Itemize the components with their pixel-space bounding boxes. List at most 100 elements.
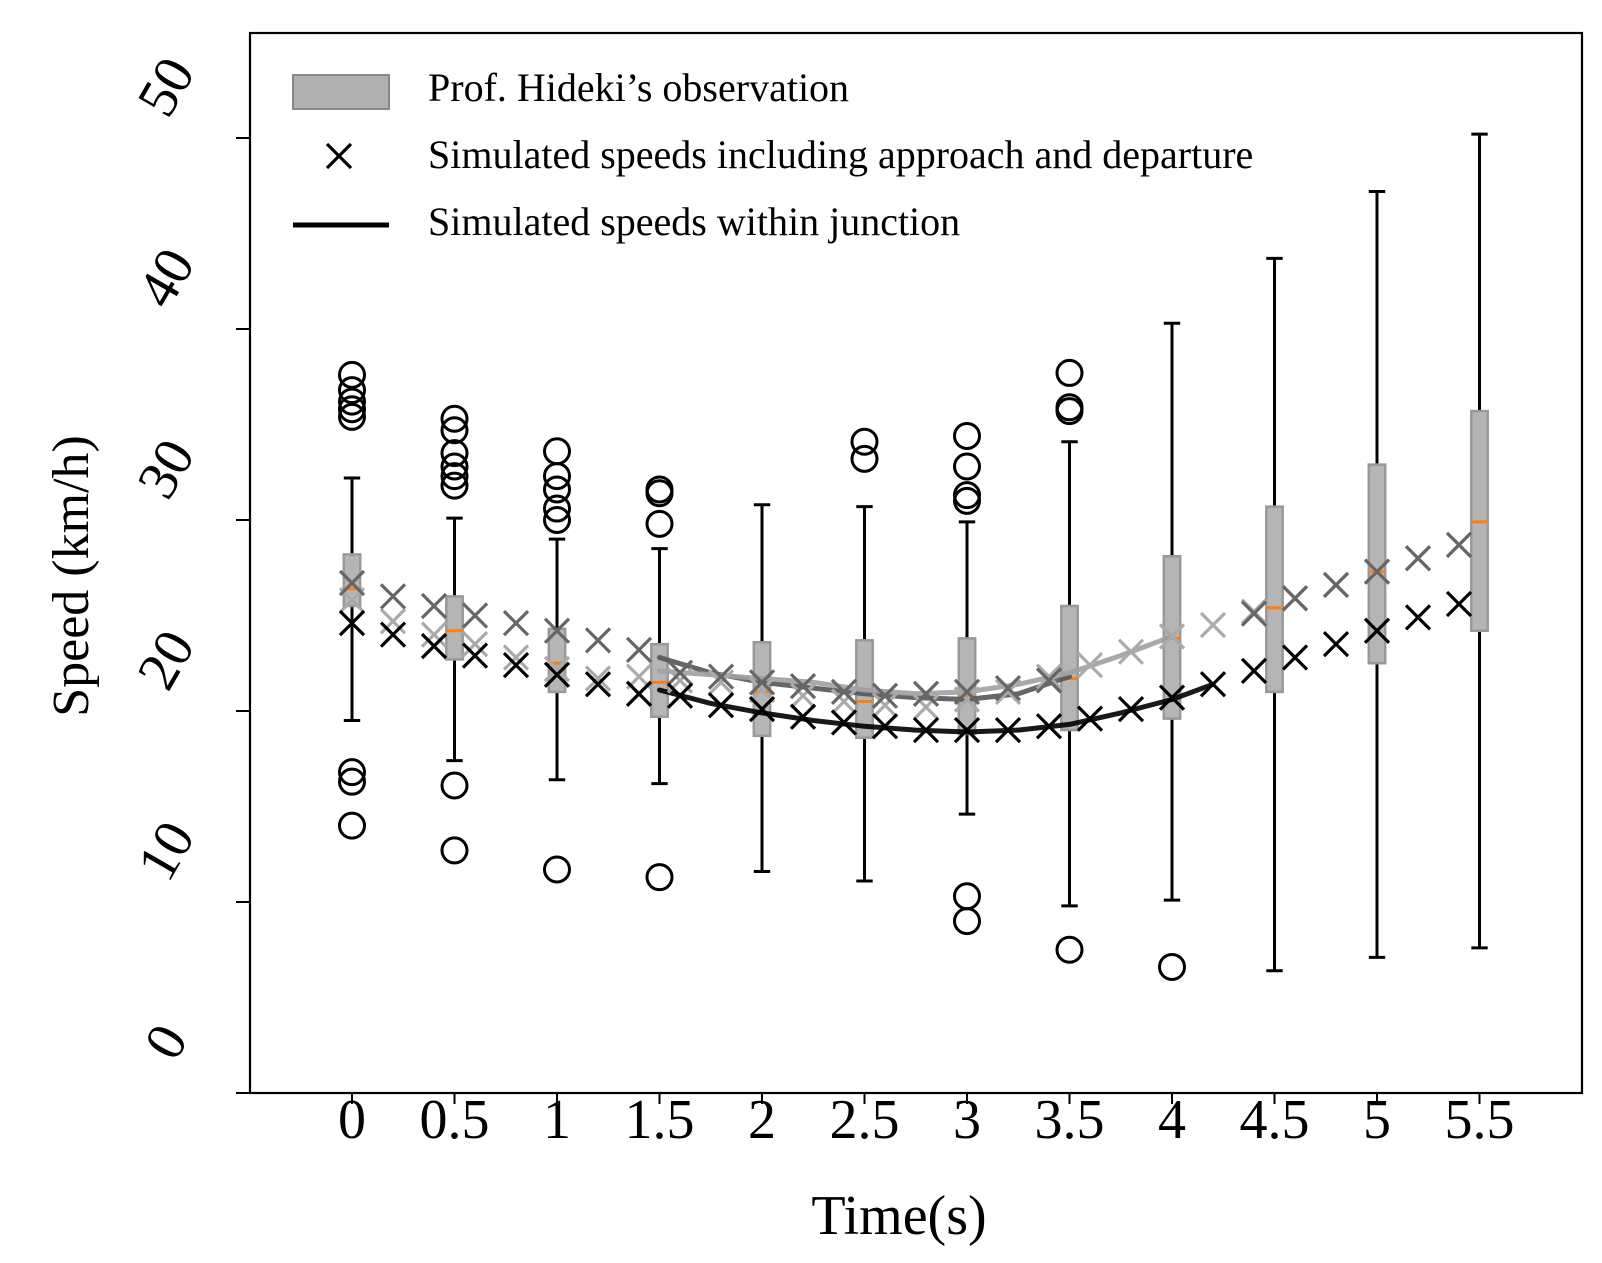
x-marker bbox=[912, 694, 940, 721]
x-marker bbox=[338, 569, 366, 597]
x-marker bbox=[707, 663, 735, 690]
legend: Prof. Hideki’s observation Simulated spe… bbox=[292, 65, 1253, 244]
outlier-point bbox=[1055, 397, 1084, 426]
x-tick-label: 2.5 bbox=[830, 1089, 900, 1151]
x-marker bbox=[625, 636, 653, 664]
x-marker bbox=[1404, 604, 1432, 631]
x-marker bbox=[1035, 667, 1063, 694]
x-marker bbox=[1117, 638, 1145, 665]
x-tick-label: 3.5 bbox=[1035, 1089, 1105, 1151]
legend-label-observation: Prof. Hideki’s observation bbox=[428, 65, 849, 110]
x-marker bbox=[1363, 617, 1391, 644]
y-tick-label: 30 bbox=[126, 429, 208, 508]
x-marker bbox=[994, 678, 1022, 706]
x-marker bbox=[1445, 531, 1473, 558]
x-marker bbox=[666, 682, 694, 709]
x-marker bbox=[871, 682, 899, 709]
y-axis-label: Speed (km/h) bbox=[43, 435, 100, 717]
x-tick-label: 1.5 bbox=[625, 1089, 695, 1151]
observation-box-9 bbox=[1265, 505, 1284, 694]
x-marker bbox=[584, 627, 612, 654]
x-marker bbox=[1035, 713, 1063, 740]
x-marker bbox=[748, 676, 776, 704]
outlier-point bbox=[645, 479, 674, 508]
x-marker bbox=[502, 644, 530, 671]
x-marker bbox=[379, 583, 407, 610]
x-marker bbox=[1076, 652, 1104, 679]
outlier-point bbox=[543, 475, 571, 504]
x-marker bbox=[994, 716, 1022, 744]
outlier-point bbox=[338, 376, 366, 405]
legend-box-swatch bbox=[292, 74, 390, 110]
outliers bbox=[338, 358, 1186, 981]
x-marker bbox=[461, 631, 489, 658]
outlier-point bbox=[440, 462, 469, 491]
x-marker bbox=[502, 652, 530, 679]
outlier-point bbox=[440, 471, 469, 500]
x-marker bbox=[1322, 571, 1350, 599]
outlier-point bbox=[440, 836, 469, 865]
outlier-point bbox=[338, 387, 366, 416]
x-marker bbox=[461, 642, 489, 669]
x-marker bbox=[830, 709, 858, 736]
x-tick-label: 5.5 bbox=[1445, 1089, 1515, 1151]
x-marker bbox=[666, 659, 694, 686]
y-tick-label: 50 bbox=[126, 47, 208, 126]
x-marker bbox=[830, 688, 858, 715]
x-tick-label: 4 bbox=[1158, 1089, 1186, 1151]
observation-boxes bbox=[342, 132, 1489, 973]
outlier-point bbox=[543, 855, 571, 884]
x-marker bbox=[871, 713, 899, 740]
x-marker bbox=[1158, 623, 1186, 650]
outlier-point bbox=[1055, 935, 1084, 964]
plot-frame bbox=[248, 31, 1584, 1095]
x-marker bbox=[748, 669, 776, 696]
x-marker bbox=[1281, 585, 1309, 612]
x-marker bbox=[379, 608, 407, 635]
y-axis: 0 10 20 30 40 50 bbox=[126, 47, 250, 1094]
x-marker bbox=[584, 665, 612, 692]
outlier-point bbox=[645, 509, 674, 538]
x-marker bbox=[748, 695, 776, 723]
x-tick-label: 1 bbox=[543, 1089, 571, 1151]
x-axis-label: Time(s) bbox=[811, 1185, 986, 1247]
x-marker bbox=[1199, 671, 1227, 698]
x-marker bbox=[543, 661, 571, 688]
y-tick-label: 10 bbox=[126, 811, 208, 890]
outlier-point bbox=[850, 427, 879, 456]
outlier-point bbox=[543, 506, 571, 534]
outlier-point bbox=[338, 360, 366, 389]
x-marker bbox=[502, 610, 530, 637]
outlier-point bbox=[338, 811, 366, 840]
x-tick-label: 0.5 bbox=[420, 1089, 490, 1151]
legend-label-including: Simulated speeds including approach and … bbox=[428, 132, 1253, 177]
x-marker bbox=[543, 655, 571, 683]
x-marker bbox=[1117, 695, 1145, 723]
outlier-point bbox=[338, 767, 366, 796]
outlier-point bbox=[440, 404, 469, 433]
outlier-point bbox=[953, 486, 981, 515]
observation-box-0 bbox=[342, 553, 362, 608]
x-tick-label: 2 bbox=[748, 1089, 776, 1151]
x-marker bbox=[420, 592, 448, 620]
outlier-point bbox=[543, 494, 571, 523]
x-marker bbox=[789, 703, 817, 730]
x-tick-label: 0 bbox=[338, 1089, 366, 1151]
x-marker bbox=[1199, 611, 1227, 639]
simulated-markers bbox=[338, 531, 1473, 744]
x-marker bbox=[584, 671, 612, 698]
x-marker bbox=[1404, 545, 1432, 572]
x-marker bbox=[1281, 644, 1309, 671]
outlier-point bbox=[338, 402, 366, 431]
outlier-point bbox=[440, 439, 469, 468]
x-marker bbox=[1240, 657, 1268, 685]
x-marker bbox=[912, 716, 940, 744]
x-marker bbox=[338, 610, 366, 637]
observation-box-3 bbox=[650, 642, 669, 718]
outlier-point bbox=[953, 907, 981, 936]
outlier-point bbox=[338, 758, 366, 787]
x-marker bbox=[1322, 631, 1350, 658]
observation-box-7 bbox=[1060, 604, 1079, 732]
x-marker bbox=[1445, 590, 1473, 618]
